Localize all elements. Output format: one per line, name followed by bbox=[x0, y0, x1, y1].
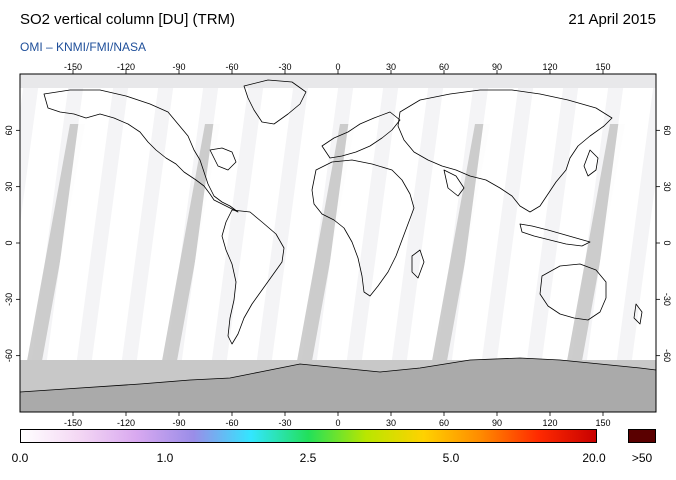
lon-label-bottom: -150 bbox=[64, 418, 82, 428]
new-zealand-outline bbox=[633, 303, 643, 325]
lat-label-right: 60 bbox=[662, 125, 672, 135]
lon-label-top: -60 bbox=[225, 62, 238, 72]
australia-outline bbox=[539, 263, 607, 321]
orbit-gap-stripe bbox=[445, 74, 520, 412]
antarctica-landmass bbox=[20, 357, 656, 412]
lon-label-top: 30 bbox=[386, 62, 396, 72]
lon-label-top: 0 bbox=[335, 62, 340, 72]
colorbar bbox=[20, 429, 597, 443]
orbit-gap-stripe bbox=[400, 74, 475, 412]
lon-label-bottom: -120 bbox=[117, 418, 135, 428]
lat-label-left: 30 bbox=[4, 182, 14, 192]
orbit-gap-stripe bbox=[40, 74, 115, 412]
madagascar-outline bbox=[411, 249, 425, 279]
lat-label-left: 60 bbox=[4, 125, 14, 135]
hudson-region bbox=[209, 147, 237, 171]
orbit-gap-stripe bbox=[220, 74, 295, 412]
lon-label-top: -150 bbox=[64, 62, 82, 72]
arctic-band bbox=[20, 74, 656, 88]
map-title: SO2 vertical column [DU] (TRM) bbox=[20, 11, 236, 28]
lat-label-right: 0 bbox=[662, 240, 672, 245]
orbit-gap-stripe bbox=[20, 74, 70, 412]
orbit-gap-stripe bbox=[625, 179, 656, 412]
no-data-band bbox=[25, 124, 85, 372]
lon-label-bottom: -90 bbox=[172, 418, 185, 428]
no-data-band bbox=[565, 124, 625, 372]
orbit-gap-stripe bbox=[130, 74, 205, 412]
lon-label-top: 150 bbox=[595, 62, 610, 72]
asia-outline bbox=[397, 89, 613, 213]
greenland-outline bbox=[243, 79, 307, 125]
orbit-gap-stripe bbox=[175, 74, 250, 412]
orbit-gap-stripe bbox=[535, 74, 610, 412]
orbit-gap-stripe bbox=[580, 74, 655, 412]
orbit-gap-stripe bbox=[310, 74, 385, 412]
lon-label-bottom: -60 bbox=[225, 418, 238, 428]
lat-label-left: -30 bbox=[4, 293, 14, 306]
lon-label-bottom: 60 bbox=[439, 418, 449, 428]
lon-label-top: 90 bbox=[492, 62, 502, 72]
indonesia-outline bbox=[519, 223, 591, 247]
lon-label-top: 60 bbox=[439, 62, 449, 72]
lon-label-top: -120 bbox=[117, 62, 135, 72]
orbit-gap-stripe bbox=[355, 74, 430, 412]
colorbar-over-label: >50 bbox=[631, 451, 653, 465]
axis-ticks bbox=[16, 70, 660, 416]
lon-label-top: 120 bbox=[542, 62, 557, 72]
no-data-band bbox=[295, 124, 355, 372]
lon-label-bottom: 0 bbox=[335, 418, 340, 428]
africa-outline bbox=[311, 159, 415, 297]
colorbar-label-2: 2.5 bbox=[299, 451, 317, 465]
colorbar-label-3: 5.0 bbox=[442, 451, 460, 465]
europe-outline bbox=[321, 111, 401, 159]
axis-tick-labels: -150 -150 -120 -120 -90 -90 -60 -60 -30 -30 0 0 30 30… bbox=[4, 62, 672, 428]
lat-label-left: 0 bbox=[4, 240, 14, 245]
colorbar-overflow-swatch bbox=[628, 429, 656, 443]
coastlines bbox=[43, 79, 643, 345]
lat-label-right: -60 bbox=[662, 349, 672, 362]
lon-label-bottom: 150 bbox=[595, 418, 610, 428]
orbit-gap-stripe bbox=[490, 74, 565, 412]
lon-label-top: -30 bbox=[278, 62, 291, 72]
colorbar-label-1: 1.0 bbox=[156, 451, 174, 465]
lon-label-bottom: 90 bbox=[492, 418, 502, 428]
orbit-gap-stripe bbox=[265, 74, 340, 412]
lon-label-bottom: 30 bbox=[386, 418, 396, 428]
lat-label-right: -30 bbox=[662, 293, 672, 306]
colorbar-label-4: 20.0 bbox=[582, 451, 606, 465]
lon-label-top: -90 bbox=[172, 62, 185, 72]
map-date: 21 April 2015 bbox=[568, 11, 656, 28]
lon-label-bottom: 120 bbox=[542, 418, 557, 428]
south-america-outline bbox=[221, 209, 285, 345]
lat-label-right: 30 bbox=[662, 182, 672, 192]
colorbar-label-0: 0.0 bbox=[11, 451, 29, 465]
lat-label-left: -60 bbox=[4, 349, 14, 362]
orbit-swaths bbox=[20, 74, 656, 412]
japan-outline bbox=[583, 149, 599, 177]
no-data-band bbox=[430, 124, 490, 372]
lon-label-bottom: -30 bbox=[278, 418, 291, 428]
data-credit: OMI – KNMI/FMI/NASA bbox=[20, 40, 147, 54]
north-america-outline bbox=[43, 89, 239, 213]
orbit-gap-stripe bbox=[85, 74, 160, 412]
india-outline bbox=[443, 169, 465, 197]
no-data-band bbox=[160, 124, 220, 372]
